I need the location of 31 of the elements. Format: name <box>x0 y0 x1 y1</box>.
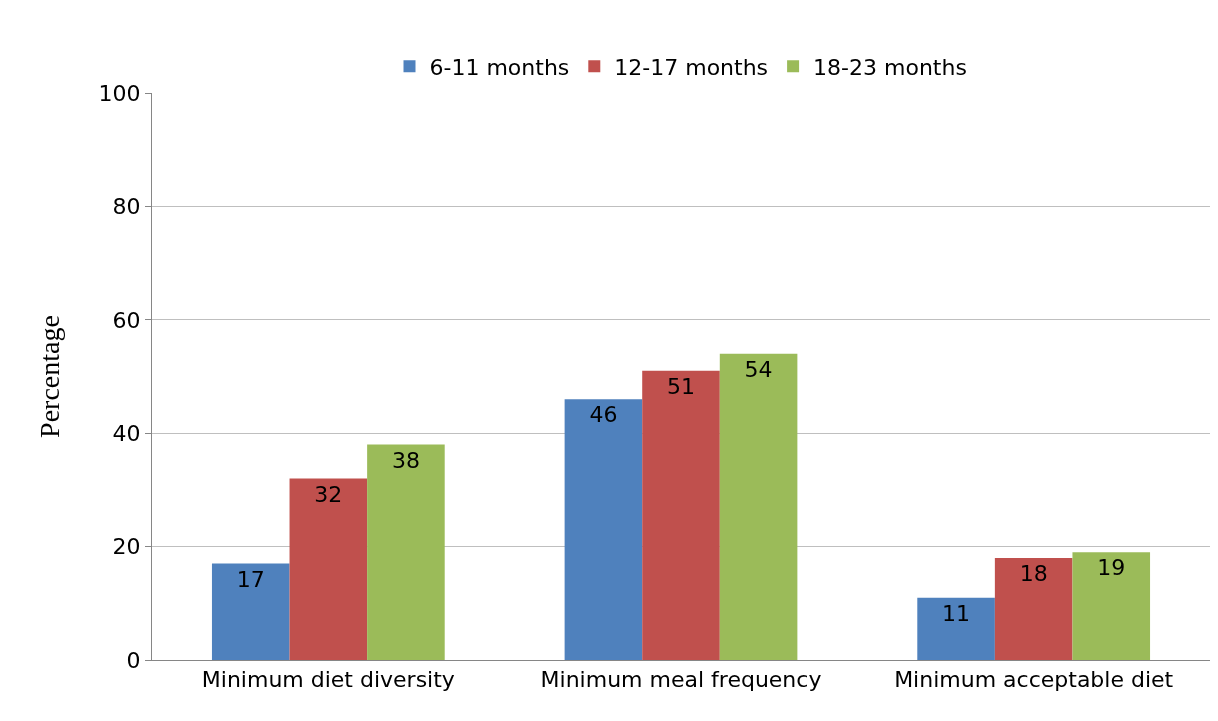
y-axis-title: Percentage <box>34 315 66 438</box>
data-label: 18 <box>1019 560 1048 586</box>
bar <box>719 353 798 660</box>
y-tick-label: 40 <box>112 420 141 446</box>
legend-label: 6-11 months <box>429 54 570 80</box>
y-tick-label: 100 <box>98 80 141 106</box>
bar <box>289 478 368 660</box>
bar <box>917 597 995 660</box>
y-tick-label: 0 <box>126 647 141 673</box>
bar <box>564 399 643 660</box>
y-tick-label: 80 <box>112 194 141 220</box>
x-tick-label: Minimum acceptable diet <box>894 667 1174 693</box>
bar <box>211 563 290 660</box>
data-label: 32 <box>314 481 343 507</box>
legend-label: 18-23 months <box>813 54 967 80</box>
legend-label: 12-17 months <box>614 54 769 80</box>
bar <box>642 370 720 660</box>
bar <box>367 444 445 660</box>
data-label: 17 <box>236 566 265 592</box>
x-tick-label: Minimum meal frequency <box>540 667 822 693</box>
y-tick-label: 20 <box>112 534 141 560</box>
data-label: 46 <box>589 402 618 428</box>
x-tick-label: Minimum diet diversity <box>201 667 455 693</box>
bar <box>994 557 1073 660</box>
data-label: 11 <box>942 600 971 626</box>
data-label: 51 <box>667 373 695 399</box>
data-label: 38 <box>391 447 420 473</box>
data-label: 54 <box>744 356 773 382</box>
bar <box>1072 552 1151 660</box>
data-label: 19 <box>1097 555 1126 581</box>
y-tick-label: 60 <box>112 307 141 333</box>
